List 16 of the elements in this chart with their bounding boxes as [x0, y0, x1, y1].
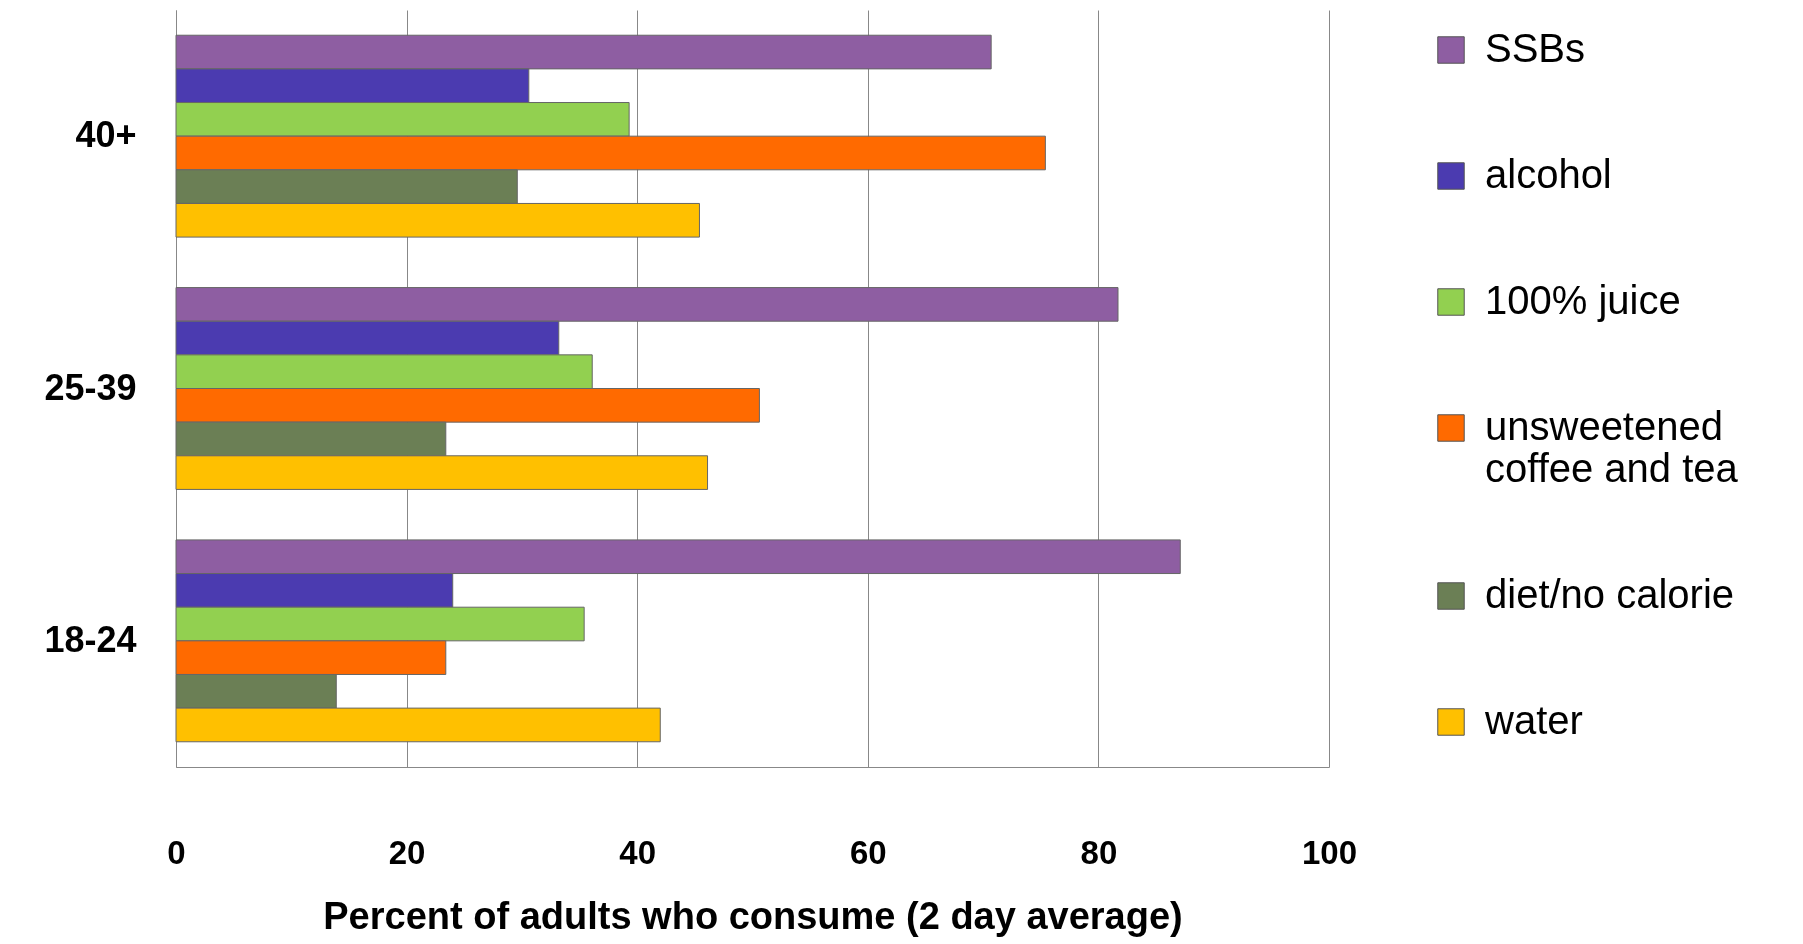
legend-label: alcohol: [1485, 152, 1612, 196]
legend-label: SSBs: [1485, 26, 1586, 70]
x-tick-label: 40: [619, 833, 657, 871]
y-tick-label: 25-39: [44, 366, 137, 408]
y-tick-label: 18-24: [44, 618, 137, 660]
x-tick-label: 20: [388, 833, 426, 871]
legend-label: unsweetened coffee and tea: [1485, 404, 1739, 490]
x-tick-label: 100: [1301, 833, 1358, 871]
x-tick-label: 0: [167, 833, 186, 871]
x-tick-label: 80: [1080, 833, 1118, 871]
x-axis-title: Percent of adults who consume (2 day average): [323, 894, 1183, 937]
legend-label: 100% juice: [1485, 278, 1681, 322]
legend-label: diet/no calorie: [1485, 572, 1735, 616]
legend-label: water: [1484, 698, 1583, 742]
y-tick-label: 40+: [75, 114, 137, 156]
x-tick-label: 60: [849, 833, 887, 871]
